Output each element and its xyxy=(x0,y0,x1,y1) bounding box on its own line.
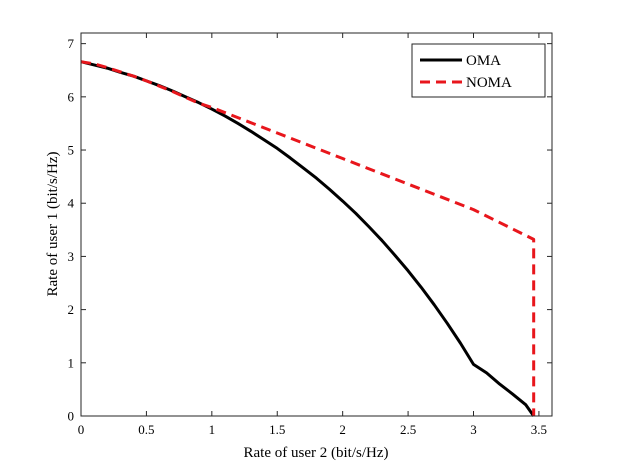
series-line-noma xyxy=(80,60,536,416)
x-tick-label: 0 xyxy=(78,422,85,437)
x-axis-ticks: 0 0.5 1 1.5 2 2.5 3 3.5 xyxy=(78,33,547,437)
y-tick-label: 3 xyxy=(68,249,75,264)
x-tick-label: 0.5 xyxy=(138,422,154,437)
y-tick-label: 6 xyxy=(68,89,75,104)
x-tick-label: 2.5 xyxy=(400,422,416,437)
x-tick-label: 3.5 xyxy=(531,422,547,437)
y-axis-ticks: 0 1 2 3 4 5 6 7 xyxy=(68,36,552,424)
x-tick-label: 1 xyxy=(209,422,216,437)
legend-label-oma: OMA xyxy=(466,53,501,69)
series-line-oma xyxy=(80,60,535,417)
legend: OMA NOMA xyxy=(411,43,546,98)
y-tick-label: 4 xyxy=(68,196,75,211)
y-tick-label: 2 xyxy=(68,302,75,317)
y-axis-label: Rate of user 1 (bit/s/Hz) xyxy=(45,152,61,297)
x-tick-label: 2 xyxy=(339,422,346,437)
series-layer xyxy=(80,60,536,417)
x-tick-label: 1.5 xyxy=(269,422,285,437)
axes-box xyxy=(80,32,553,417)
x-tick-label: 3 xyxy=(470,422,477,437)
legend-label-noma: NOMA xyxy=(466,75,512,91)
y-tick-label: 1 xyxy=(68,355,75,370)
y-tick-label: 7 xyxy=(68,36,75,51)
x-axis-label: Rate of user 2 (bit/s/Hz) xyxy=(244,445,389,461)
y-tick-label: 0 xyxy=(68,409,75,424)
legend-box xyxy=(411,43,546,98)
y-tick-label: 5 xyxy=(68,143,75,158)
